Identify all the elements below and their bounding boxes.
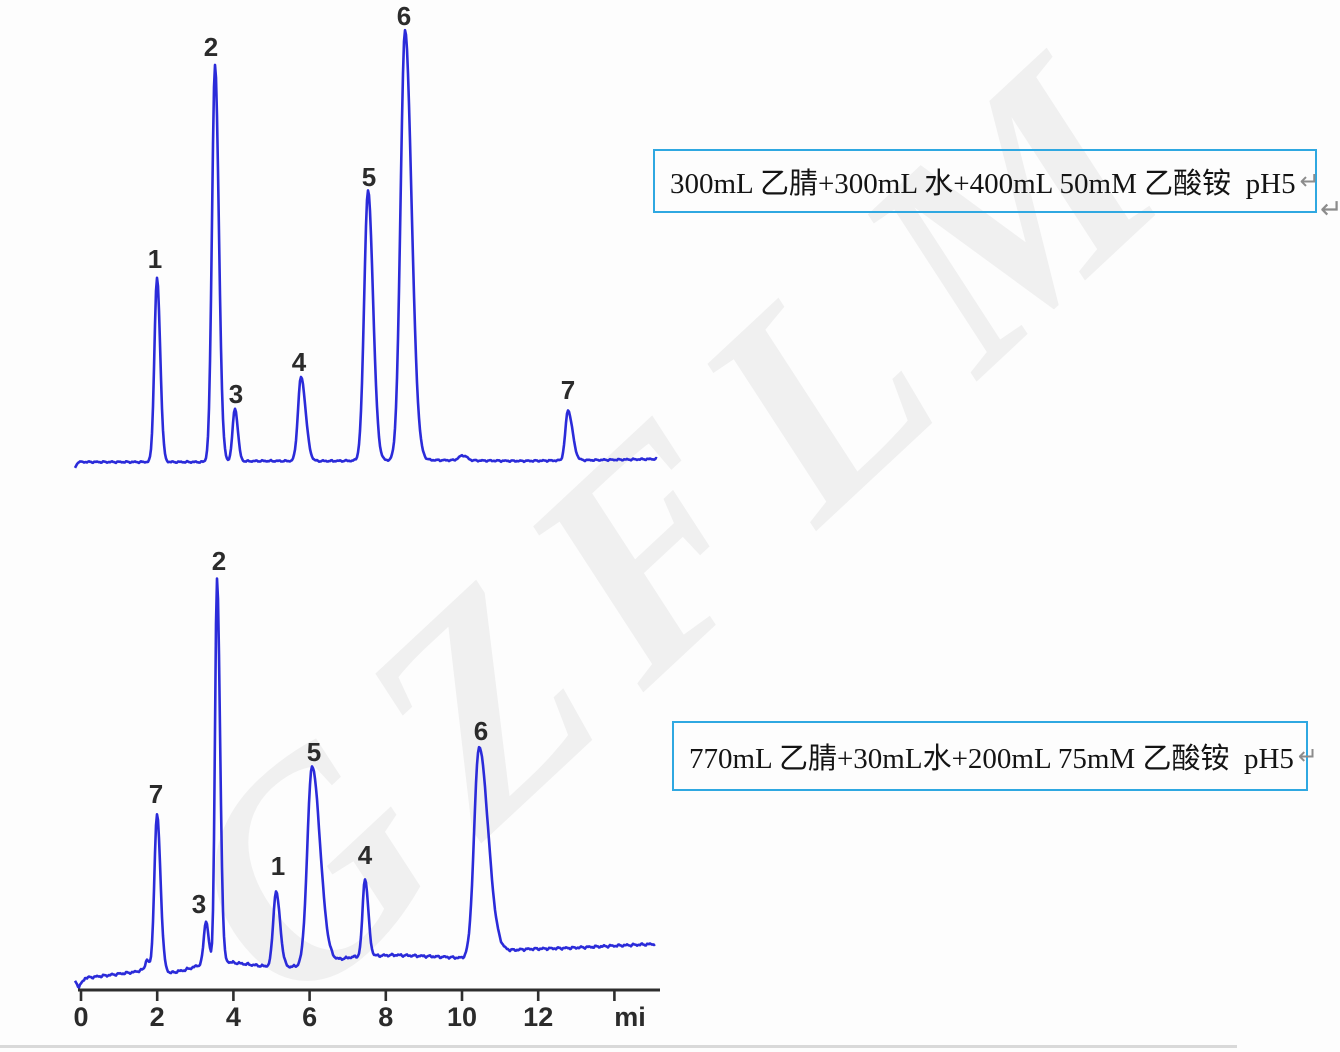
chromatogram-trace-bottom [73,577,656,989]
chromatogram-trace-top [73,28,658,469]
return-mark-icon: ↵ [1297,742,1319,770]
axis-tick-label-10: 10 [447,1002,477,1032]
axis-tick-label-12: 12 [523,1002,553,1032]
return-mark-icon-outside: ↵ [1320,194,1340,225]
axis-tick-label-2: 2 [150,1002,165,1032]
axis-tick-label-6: 6 [302,1002,317,1032]
axis-tick-label-4: 4 [226,1002,241,1032]
mobile-phase-text-2: 770mL 乙腈+30mL水+200mL 75mM 乙酸铵 pH5 [689,743,1294,775]
axis-tick-label-8: 8 [378,1002,393,1032]
axis-tick-label-0: 0 [73,1002,88,1032]
mobile-phase-annotation-2[interactable]: 770mL 乙腈+30mL水+200mL 75mM 乙酸铵 pH5 ↵ [672,721,1318,791]
bottom-divider [0,1045,1237,1048]
return-mark-icon: ↵ [1299,167,1320,195]
mobile-phase-annotation-1[interactable]: 300mL 乙腈+300mL 水+400mL 50mM 乙酸铵 pH5 ↵ [653,149,1320,213]
mobile-phase-text-1: 300mL 乙腈+300mL 水+400mL 50mM 乙酸铵 pH5 [670,168,1296,200]
axis-unit-label: mi [614,1002,646,1032]
